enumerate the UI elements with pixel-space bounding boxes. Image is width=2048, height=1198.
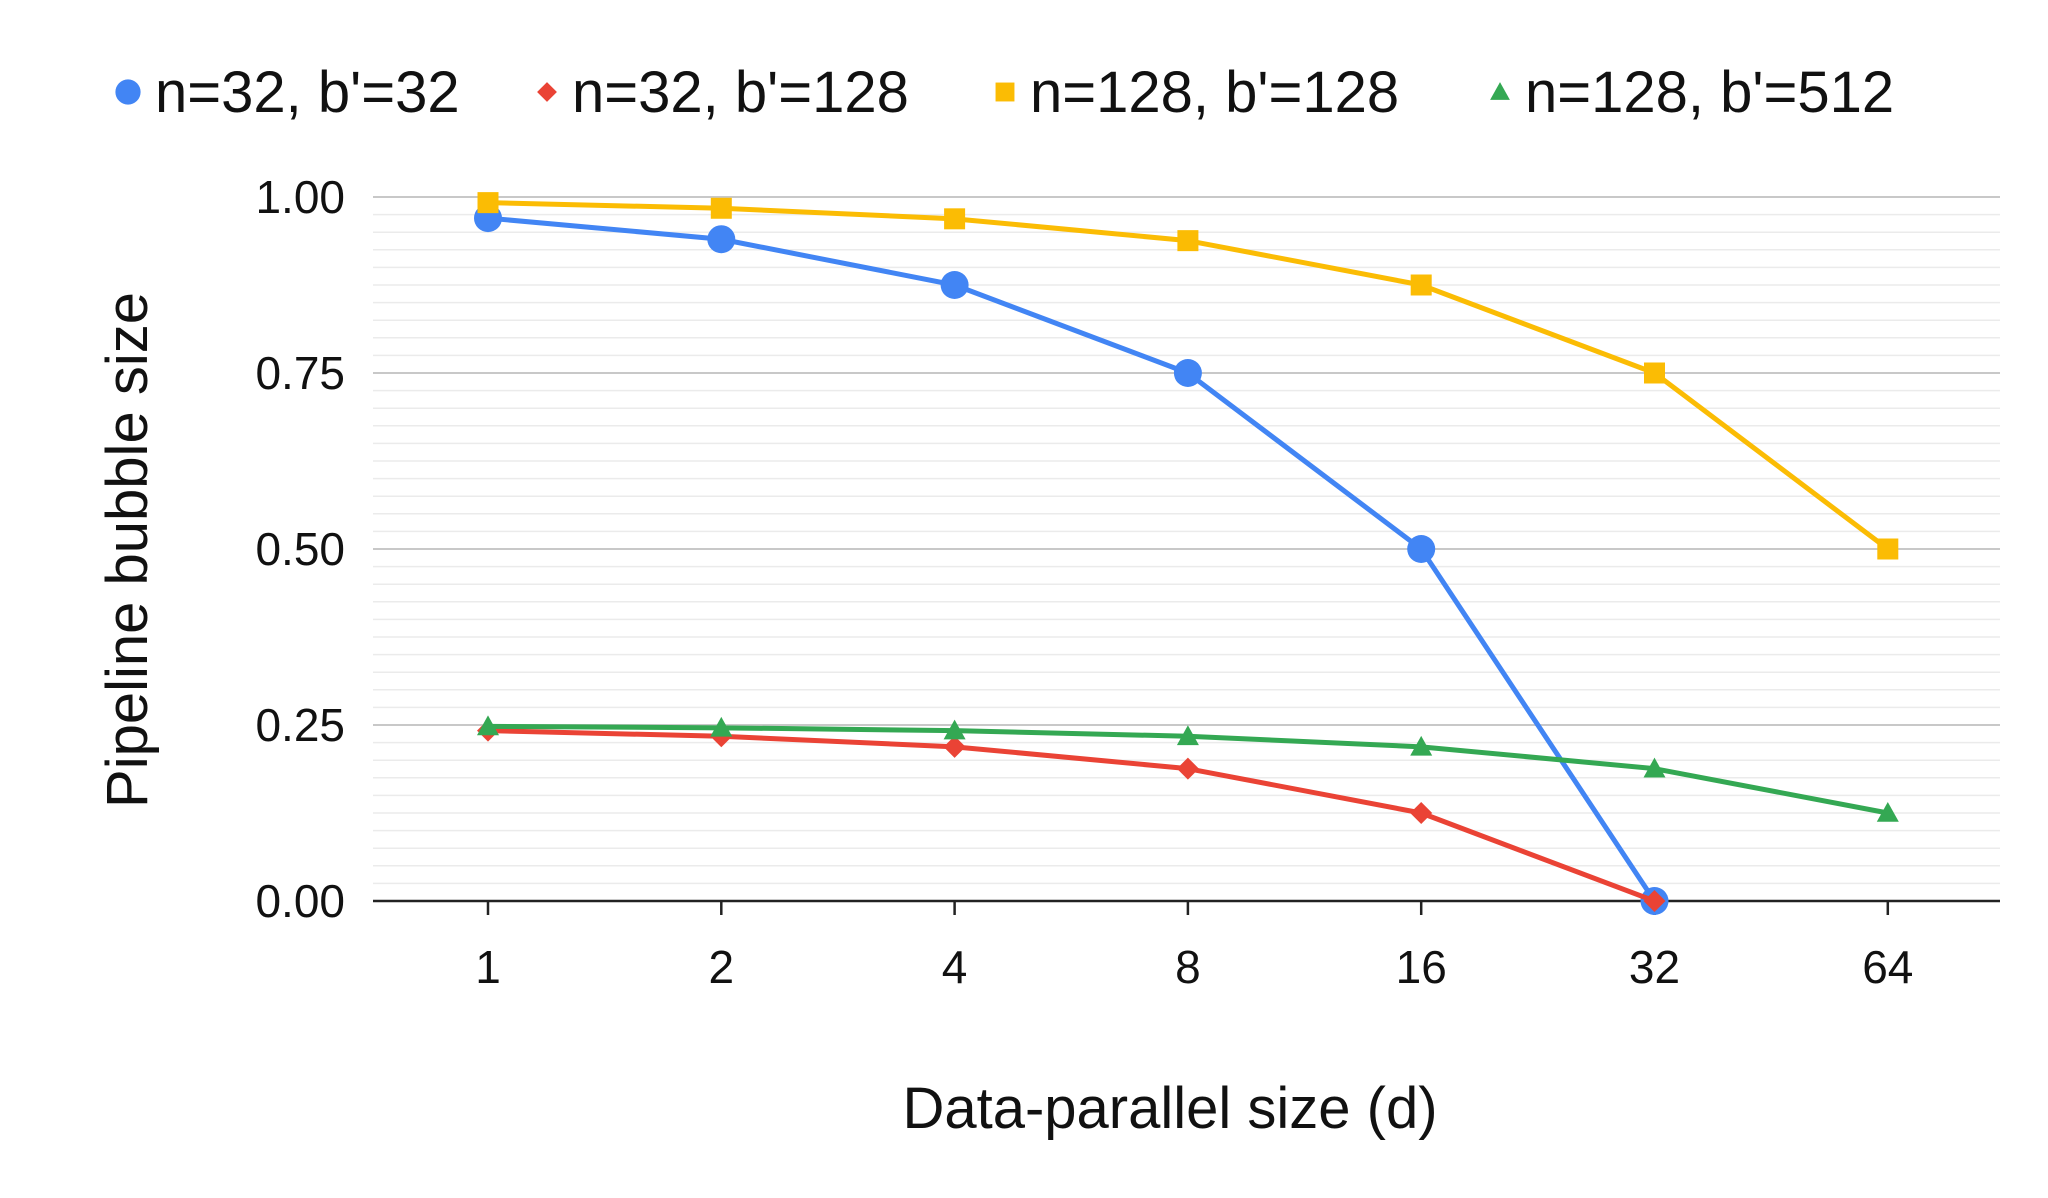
legend-label: n=128, b'=512	[1525, 60, 1894, 125]
data-point	[943, 719, 966, 740]
axes: 0.00 0.25 0.50 0.75 1.00 1 2 4 8 16 32 64	[255, 171, 2000, 993]
x-tick-label: 4	[942, 941, 968, 993]
data-point	[710, 197, 732, 219]
series-line	[487, 728, 1656, 904]
data-point	[477, 192, 499, 214]
x-tick-label: 8	[1175, 941, 1201, 993]
data-point	[710, 716, 733, 737]
y-tick-label: 0.50	[255, 523, 345, 575]
data-point	[707, 225, 736, 254]
data-point	[1410, 735, 1433, 756]
y-tick-label: 0.25	[255, 699, 345, 751]
y-tick-label: 0.75	[255, 347, 345, 399]
y-axis-title: Pipeline bubble size	[95, 292, 160, 808]
legend-item: n=128, b'=512	[1490, 60, 1894, 125]
data-point	[1410, 802, 1433, 824]
legend: n=32, b'=32 n=32, b'=128 n=128, b'=128 n=12…	[115, 60, 1894, 125]
legend-item: n=32, b'=128	[537, 60, 909, 125]
series-3	[477, 715, 1899, 822]
data-point	[940, 271, 969, 299]
legend-label: n=32, b'=32	[155, 60, 460, 125]
data-point	[1877, 538, 1899, 560]
data-point	[1177, 230, 1199, 252]
series	[474, 192, 1899, 915]
legend-item: n=128, b'=128	[995, 60, 1399, 125]
x-tick-label: 32	[1629, 941, 1680, 993]
x-tick-label: 16	[1396, 941, 1447, 993]
data-point	[1490, 82, 1510, 100]
y-tick-label: 0.00	[255, 875, 345, 927]
y-tick-label: 1.00	[255, 171, 345, 223]
series-2	[477, 192, 1899, 560]
data-point	[537, 82, 557, 102]
data-point	[1644, 362, 1665, 384]
data-point	[995, 82, 1015, 102]
data-point	[943, 735, 966, 758]
data-point	[944, 208, 966, 230]
data-point	[1643, 890, 1666, 912]
x-tick-label: 64	[1862, 941, 1913, 993]
grid	[373, 196, 2000, 885]
data-point	[1176, 725, 1199, 746]
data-point	[477, 715, 499, 736]
x-axis-title: Data-parallel size (d)	[902, 1076, 1437, 1141]
series-line	[487, 215, 1657, 903]
data-point	[1176, 757, 1199, 780]
data-point	[1643, 757, 1666, 778]
data-point	[115, 79, 141, 105]
x-tick-label: 2	[709, 941, 735, 993]
legend-item: n=32, b'=32	[115, 60, 460, 125]
x-tick-label: 1	[475, 941, 501, 993]
data-point	[1407, 535, 1436, 563]
legend-label: n=32, b'=128	[572, 60, 909, 125]
legend-label: n=128, b'=128	[1030, 60, 1399, 125]
data-point	[1410, 274, 1432, 296]
data-point	[1173, 359, 1202, 387]
data-point	[1876, 802, 1899, 822]
